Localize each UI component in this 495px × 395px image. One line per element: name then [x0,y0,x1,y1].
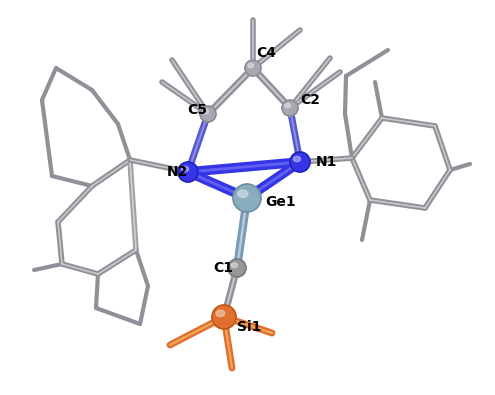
Circle shape [200,106,216,122]
Ellipse shape [238,190,248,198]
Text: C4: C4 [256,46,276,60]
Text: N2: N2 [167,165,189,179]
Circle shape [233,184,261,212]
Circle shape [228,259,246,277]
Text: Ge1: Ge1 [265,195,296,209]
Circle shape [212,305,236,329]
Ellipse shape [231,263,238,268]
Ellipse shape [294,156,300,162]
Ellipse shape [285,103,291,108]
Text: N1: N1 [316,155,338,169]
Ellipse shape [181,166,189,172]
Text: C5: C5 [187,103,207,117]
Text: C1: C1 [213,261,233,275]
Ellipse shape [248,64,253,68]
Circle shape [178,162,198,182]
Text: Si1: Si1 [237,320,261,334]
Circle shape [245,60,261,76]
Circle shape [282,100,298,116]
Ellipse shape [203,109,208,114]
Circle shape [290,152,310,172]
Ellipse shape [216,310,225,317]
Text: C2: C2 [300,93,320,107]
